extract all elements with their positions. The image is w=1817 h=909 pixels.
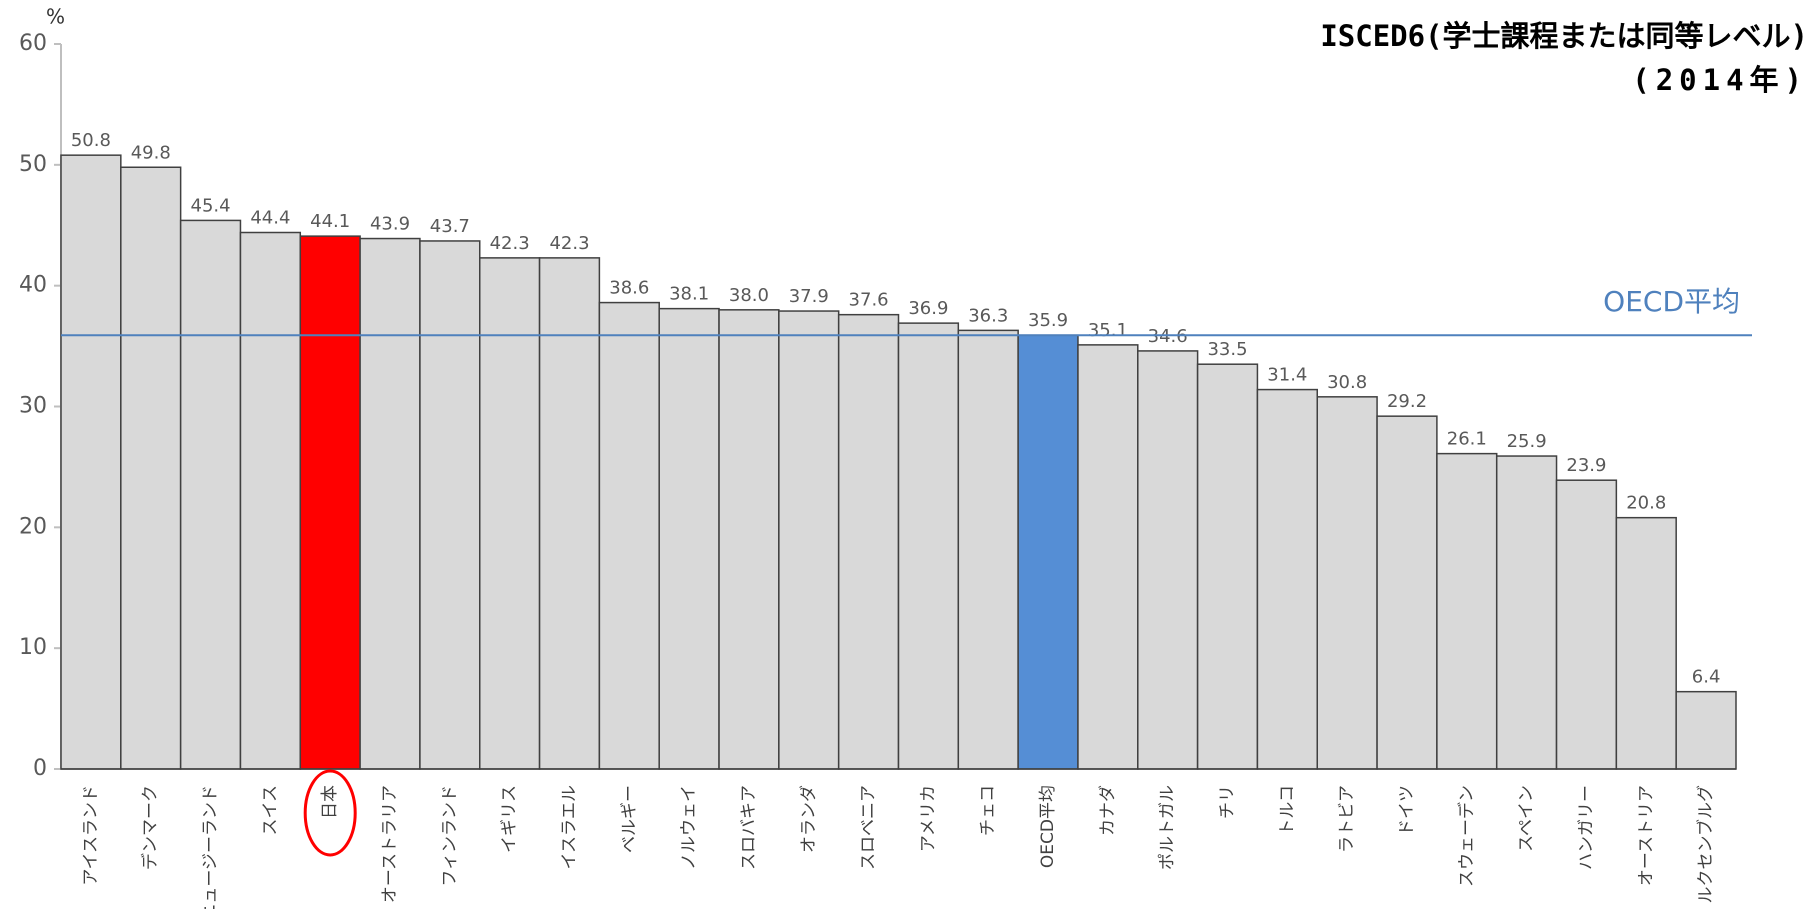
data-label: 38.0 xyxy=(729,285,769,306)
data-label: 34.6 xyxy=(1148,326,1188,347)
x-tick-label: オーストラリア xyxy=(380,785,400,903)
bar xyxy=(718,309,780,770)
bar xyxy=(1495,455,1558,770)
x-tick-label: スペイン xyxy=(1517,785,1537,852)
y-tick-label: 60 xyxy=(19,31,47,56)
x-tick-label: ベルギー xyxy=(619,785,639,853)
data-label: 42.3 xyxy=(549,233,589,254)
data-label: 37.9 xyxy=(789,286,829,307)
x-tick-label: アメリカ xyxy=(918,785,938,852)
x-tick-label: イギリス xyxy=(500,785,520,853)
bar xyxy=(60,154,122,770)
x-tick-label: ノルウェイ xyxy=(679,785,699,870)
data-label: 20.8 xyxy=(1626,493,1666,514)
bar xyxy=(479,257,541,770)
data-label: 44.4 xyxy=(250,208,290,229)
data-label: 25.9 xyxy=(1507,431,1547,452)
bar xyxy=(1017,334,1079,770)
x-tick-label: OECD平均 xyxy=(1038,785,1058,868)
data-label: 35.1 xyxy=(1088,320,1128,341)
x-tick-label: ラトビア xyxy=(1337,785,1357,853)
x-tick-label: チリ xyxy=(1218,785,1238,819)
bar xyxy=(897,322,960,770)
data-label: 43.9 xyxy=(370,214,410,235)
x-tick-label: スイス xyxy=(260,785,280,836)
bar xyxy=(1675,690,1737,770)
bar xyxy=(658,307,720,770)
y-axis-label: % xyxy=(46,5,65,29)
x-tick-label: ハンガリー xyxy=(1576,785,1596,870)
y-tick-label: 20 xyxy=(19,514,47,539)
x-tick-label: ポルトガル xyxy=(1158,785,1178,870)
x-tick-label: カナダ xyxy=(1098,785,1118,836)
x-tick-label: ニュージーランド xyxy=(201,785,221,909)
data-label: 29.2 xyxy=(1387,391,1427,412)
bar xyxy=(1555,479,1618,770)
bar xyxy=(1077,344,1139,770)
data-label: 31.4 xyxy=(1267,365,1307,386)
x-tick-label: アイスランド xyxy=(81,785,101,886)
data-label: 6.4 xyxy=(1692,667,1721,688)
bar xyxy=(1196,363,1259,770)
bar xyxy=(778,310,840,770)
bar xyxy=(957,329,1019,770)
y-tick-label: 0 xyxy=(33,756,47,781)
data-label: 23.9 xyxy=(1566,455,1606,476)
data-label: 36.3 xyxy=(968,305,1008,326)
y-tick-label: 40 xyxy=(19,273,47,298)
bar xyxy=(1316,396,1378,770)
chart-subtitle: (2014年) xyxy=(1632,63,1808,97)
bar xyxy=(299,235,361,770)
x-tick-label: チェコ xyxy=(978,785,998,836)
bar xyxy=(538,257,601,770)
x-tick-label: フィンランド xyxy=(440,785,460,887)
x-tick-label: スロバキア xyxy=(739,785,759,870)
data-label: 33.5 xyxy=(1207,339,1247,360)
data-label: 43.7 xyxy=(430,216,470,237)
data-label: 30.8 xyxy=(1327,372,1367,393)
bar xyxy=(1436,452,1498,770)
x-tick-label: ルクセンブルグ xyxy=(1695,785,1716,904)
bar xyxy=(419,240,481,770)
bar xyxy=(239,231,302,770)
bar xyxy=(598,301,660,770)
x-tick-label: 日本 xyxy=(320,785,340,819)
x-tick-label: スロベニア xyxy=(859,785,879,870)
data-label: 50.8 xyxy=(71,130,111,151)
y-tick-label: 10 xyxy=(19,635,47,660)
data-label: 44.1 xyxy=(310,211,350,232)
bar xyxy=(359,237,421,770)
x-tick-label: トルコ xyxy=(1277,785,1297,836)
data-label: 49.8 xyxy=(131,142,171,163)
y-tick-label: 50 xyxy=(19,152,47,177)
x-tick-label: オーストリア xyxy=(1636,785,1656,886)
bar xyxy=(179,219,242,770)
bar xyxy=(1137,350,1199,770)
bar xyxy=(1615,516,1677,770)
bar xyxy=(1256,388,1319,770)
reference-label: OECD平均 xyxy=(1603,285,1740,318)
bar xyxy=(120,166,182,770)
x-tick-label: イスラエル xyxy=(559,785,579,870)
y-tick-label: 30 xyxy=(19,394,47,419)
data-label: 35.9 xyxy=(1028,310,1068,331)
x-tick-label: デンマーク xyxy=(140,785,161,870)
bar xyxy=(1376,415,1438,770)
data-label: 42.3 xyxy=(490,233,530,254)
bar xyxy=(837,313,900,770)
x-tick-label: オランダ xyxy=(799,785,819,853)
data-label: 38.1 xyxy=(669,284,709,305)
data-label: 37.6 xyxy=(849,290,889,311)
data-label: 36.9 xyxy=(908,298,948,319)
x-tick-label: ドイツ xyxy=(1397,785,1417,836)
data-label: 38.6 xyxy=(609,278,649,299)
x-tick-label: スウェーデン xyxy=(1456,785,1477,887)
data-label: 26.1 xyxy=(1447,429,1487,450)
chart-title: ISCED6(学士課程または同等レベル) xyxy=(1320,19,1808,53)
highlight-circle xyxy=(303,769,357,857)
data-label: 45.4 xyxy=(191,195,231,216)
